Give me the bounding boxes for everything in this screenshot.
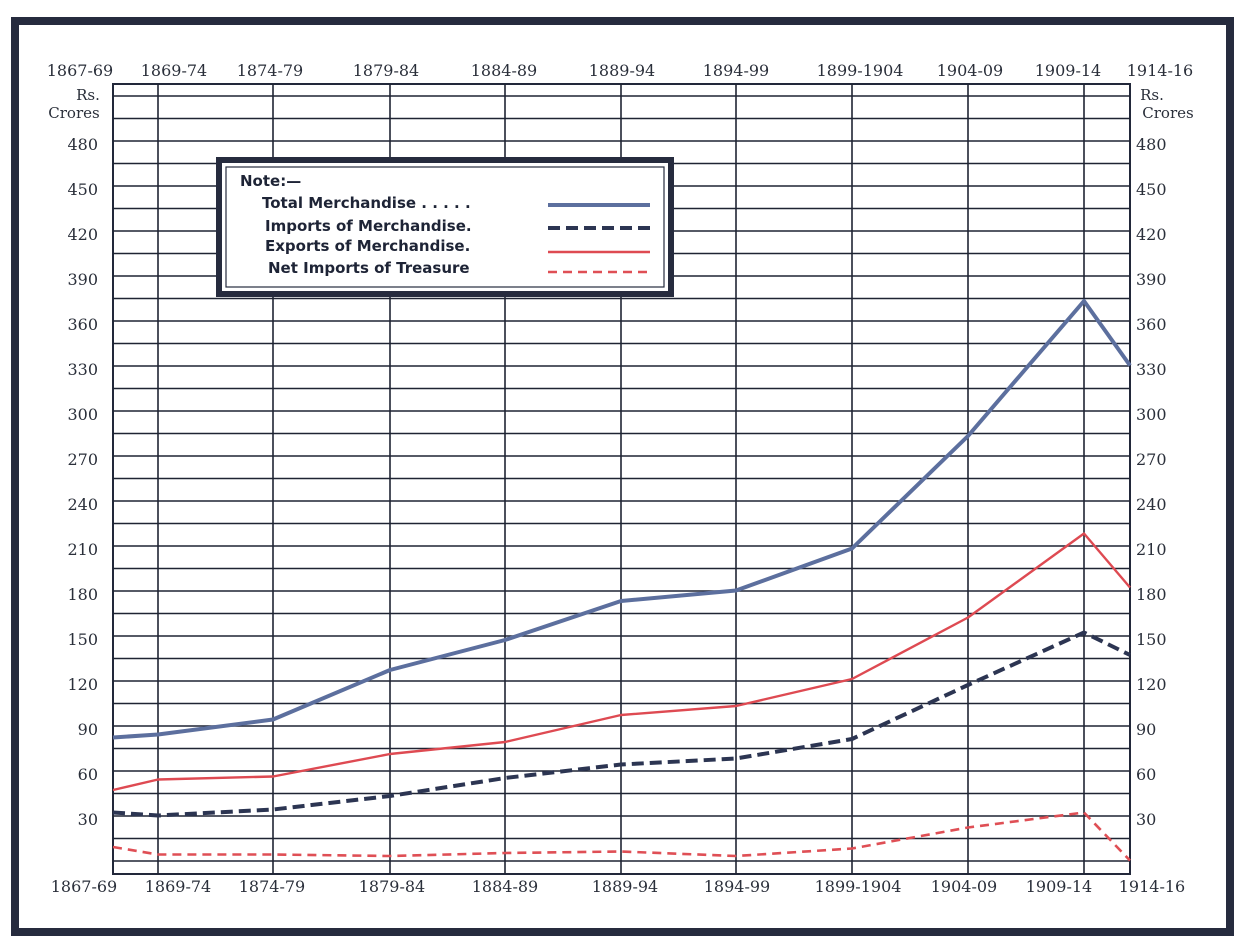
right-tick-label: 210 — [1136, 540, 1167, 559]
bottom-tick-label: 1879-84 — [359, 877, 425, 896]
series-line-total-merchandise — [112, 299, 1132, 740]
border-bar-left — [11, 17, 19, 936]
legend-label-treasure: Net Imports of Treasure — [268, 259, 470, 277]
series-line-imports-of-merchandise — [112, 630, 1131, 818]
legend: Note:— Total Merchandise . . . . . Impor… — [216, 157, 674, 297]
left-unit-line-2: Crores — [48, 104, 99, 122]
bottom-tick-label: 1867-69 — [51, 877, 117, 896]
legend-title: Note:— — [240, 172, 301, 190]
right-tick-label: 480 — [1136, 135, 1167, 154]
right-unit-line-1: Rs. — [1140, 86, 1164, 104]
right-tick-label: 300 — [1136, 405, 1167, 424]
border-bar-right — [1226, 17, 1234, 936]
series-line-exports-of-merchandise — [112, 532, 1131, 792]
top-tick-label: 1894-99 — [703, 61, 769, 80]
top-tick-label: 1879-84 — [353, 61, 419, 80]
left-tick-label: 450 — [67, 180, 98, 199]
left-tick-label: 210 — [67, 540, 98, 559]
top-tick-label: 1874-79 — [237, 61, 303, 80]
top-tick-label: 1889-94 — [589, 61, 655, 80]
bottom-tick-label: 1899-1904 — [815, 877, 902, 896]
left-tick-label: 60 — [78, 765, 98, 784]
left-axis-labels: 30 60 90 120 150 180 210 240 270 300 330 360 390 420 4… — [67, 135, 98, 829]
right-tick-label: 90 — [1136, 720, 1156, 739]
right-tick-label: 180 — [1136, 585, 1167, 604]
right-tick-label: 240 — [1136, 495, 1167, 514]
top-tick-label: 1899-1904 — [817, 61, 904, 80]
top-tick-label: 1867-69 — [47, 61, 113, 80]
right-tick-label: 450 — [1136, 180, 1167, 199]
bottom-tick-label: 1869-74 — [145, 877, 211, 896]
bottom-tick-label: 1909-14 — [1026, 877, 1092, 896]
top-tick-label: 1914-16 — [1127, 61, 1193, 80]
left-tick-label: 240 — [67, 495, 98, 514]
border-bar-bottom — [18, 928, 1234, 936]
bottom-tick-label: 1894-99 — [704, 877, 770, 896]
legend-label-imports: Imports of Merchandise. — [265, 217, 472, 235]
right-tick-label: 360 — [1136, 315, 1167, 334]
right-tick-label: 390 — [1136, 270, 1167, 289]
series-layer — [112, 299, 1132, 862]
left-tick-label: 390 — [67, 270, 98, 289]
bottom-tick-label: 1884-89 — [472, 877, 538, 896]
top-tick-label: 1884-89 — [471, 61, 537, 80]
top-tick-label: 1909-14 — [1035, 61, 1101, 80]
right-tick-label: 270 — [1136, 450, 1167, 469]
bottom-tick-label: 1914-16 — [1119, 877, 1185, 896]
bottom-tick-label: 1889-94 — [592, 877, 658, 896]
left-tick-label: 480 — [67, 135, 98, 154]
left-tick-label: 420 — [67, 225, 98, 244]
left-tick-label: 300 — [67, 405, 98, 424]
grid — [113, 84, 1130, 874]
top-tick-label: 1869-74 — [141, 61, 207, 80]
series-line-net-imports-of-treasure — [112, 811, 1131, 862]
left-tick-label: 330 — [67, 360, 98, 379]
left-tick-label: 180 — [67, 585, 98, 604]
legend-label-exports: Exports of Merchandise. — [265, 237, 470, 255]
right-axis-labels: 30 60 90 120 150 180 210 240 270 300 330 360 390 420 4… — [1136, 135, 1167, 829]
left-tick-label: 270 — [67, 450, 98, 469]
left-tick-label: 120 — [67, 675, 98, 694]
right-unit-line-2: Crores — [1142, 104, 1193, 122]
right-tick-label: 150 — [1136, 630, 1167, 649]
right-tick-label: 60 — [1136, 765, 1156, 784]
left-tick-label: 150 — [67, 630, 98, 649]
legend-label-total: Total Merchandise . . . . . — [262, 194, 471, 212]
bottom-axis-labels: 1867-69 1869-74 1874-79 1879-84 1884-89 1889-… — [51, 877, 1185, 896]
bottom-tick-label: 1874-79 — [239, 877, 305, 896]
border-bar-top — [18, 17, 1234, 25]
right-tick-label: 30 — [1136, 810, 1156, 829]
left-tick-label: 30 — [78, 810, 98, 829]
legend-box-inner — [225, 166, 665, 288]
left-tick-label: 90 — [78, 720, 98, 739]
left-unit-line-1: Rs. — [76, 86, 100, 104]
top-axis-labels: 1867-69 1869-74 1874-79 1879-84 1884-89 1889-… — [47, 61, 1193, 80]
right-tick-label: 420 — [1136, 225, 1167, 244]
left-tick-label: 360 — [67, 315, 98, 334]
top-tick-label: 1904-09 — [937, 61, 1003, 80]
right-tick-label: 120 — [1136, 675, 1167, 694]
bottom-tick-label: 1904-09 — [931, 877, 997, 896]
right-tick-label: 330 — [1136, 360, 1167, 379]
